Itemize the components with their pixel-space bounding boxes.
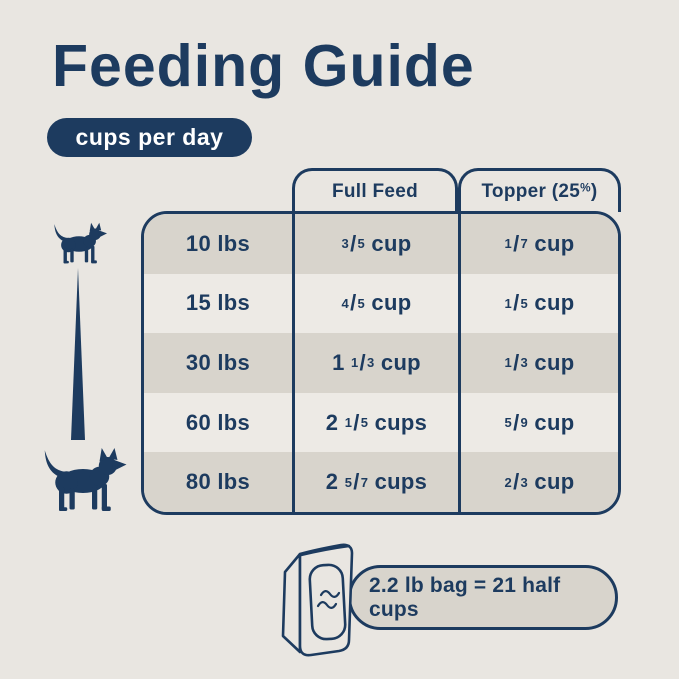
topper-cell: 2/3 cup — [458, 452, 618, 512]
weight-cell: 10 lbs — [185, 230, 251, 256]
table-row: 30 lbs 1 1/3 cup 1/3 cup — [144, 333, 618, 393]
tab-full-feed: Full Feed — [292, 168, 458, 212]
feeding-table: 10 lbs 3/5 cup 1/7 cup 15 lbs 4/5 cup 1/5 cup… — [141, 211, 621, 515]
table-row: 80 lbs 2 5/7 cups 2/3 cup — [144, 452, 618, 512]
topper-cell: 5/9 cup — [458, 392, 618, 453]
bag-note-label: 2.2 lb bag = 21 half cups — [369, 573, 561, 621]
weight-cell: 60 lbs — [185, 409, 251, 435]
cups-per-day-badge: cups per day — [47, 118, 252, 157]
table-row: 60 lbs 2 1/5 cups 5/9 cup — [144, 392, 618, 453]
full-feed-cell: 2 1/5 cups — [292, 392, 458, 453]
full-feed-cell: 1 1/3 cup — [292, 333, 458, 393]
tab-topper: Topper (25%) — [458, 168, 621, 212]
topper-cell: 1/7 cup — [458, 214, 618, 274]
weight-cell: 15 lbs — [185, 290, 251, 316]
table-row: 10 lbs 3/5 cup 1/7 cup — [144, 214, 618, 274]
full-feed-cell: 2 5/7 cups — [292, 452, 458, 512]
topper-cell: 1/5 cup — [458, 273, 618, 334]
food-bag-icon — [281, 543, 354, 657]
large-dog-icon — [44, 448, 127, 511]
full-feed-cell: 3/5 cup — [292, 214, 458, 274]
size-scale-wedge — [71, 268, 85, 440]
weight-cell: 80 lbs — [185, 469, 251, 495]
bag-note-pill: 2.2 lb bag = 21 half cups — [348, 565, 618, 630]
topper-cell: 1/3 cup — [458, 333, 618, 393]
small-dog-icon — [54, 222, 108, 264]
table-row: 15 lbs 4/5 cup 1/5 cup — [144, 273, 618, 334]
full-feed-cell: 4/5 cup — [292, 273, 458, 334]
cups-per-day-label: cups per day — [75, 124, 224, 150]
page-title: Feeding Guide — [52, 33, 475, 99]
weight-cell: 30 lbs — [185, 349, 251, 375]
full-feed-header-label: Full Feed — [331, 180, 419, 202]
topper-header-label: Topper (25%) — [481, 180, 598, 202]
